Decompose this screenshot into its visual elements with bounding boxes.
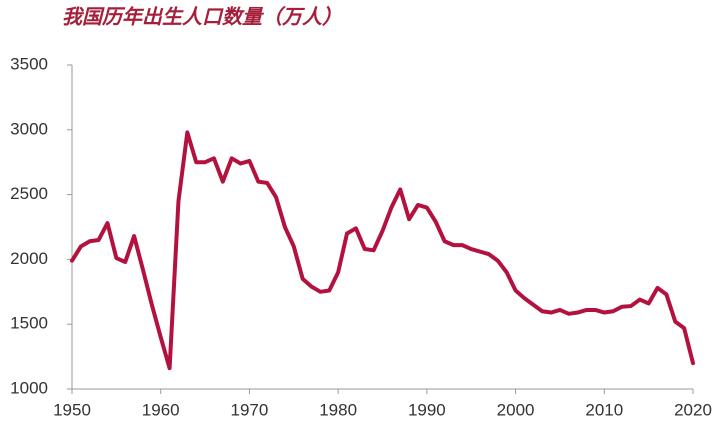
y-tick-label: 1500: [10, 314, 48, 333]
line: [70, 130, 695, 371]
y-tick-label: 2000: [10, 249, 48, 268]
chart-title: 我国历年出生人口数量（万人）: [62, 5, 342, 29]
x-tick-label: 1970: [231, 400, 269, 419]
x-tick-label: 2020: [674, 400, 712, 419]
x-tick-label: 1980: [319, 400, 357, 419]
y-tick-label: 3500: [10, 54, 48, 73]
x-tick-label: 2000: [497, 400, 535, 419]
x-tick-label: 1960: [142, 400, 180, 419]
y-tick-label: 3000: [10, 119, 48, 138]
y-tick-label: 2500: [10, 184, 48, 203]
x-tick-label: 1990: [408, 400, 446, 419]
x-tick-label: 1950: [53, 400, 91, 419]
y-tick-label: 1000: [10, 378, 48, 397]
x-tick-label: 2010: [585, 400, 623, 419]
